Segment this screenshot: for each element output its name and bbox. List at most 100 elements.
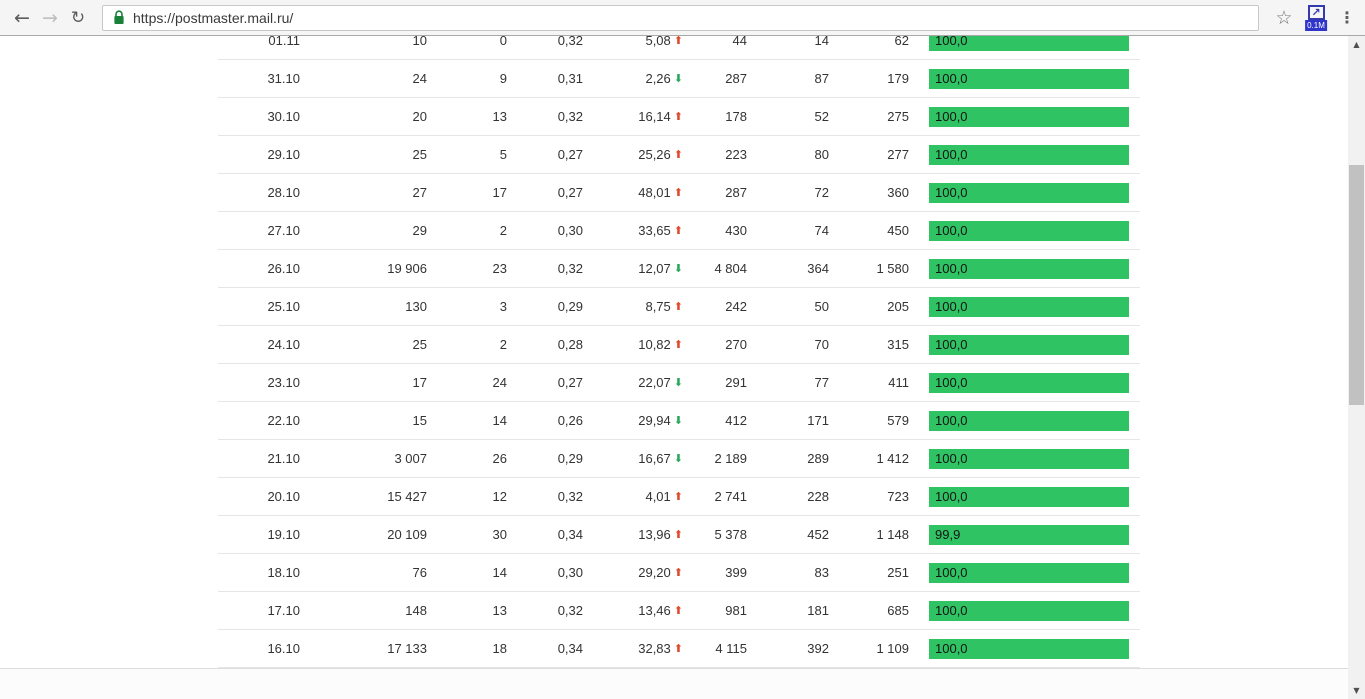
vertical-scrollbar[interactable]: ▲ ▼ — [1348, 36, 1365, 699]
browser-toolbar: ← → ↻ https://postmaster.mail.ru/ ☆ ↗ 0.… — [0, 0, 1365, 36]
value-cell-4: 270 — [725, 337, 747, 352]
value-cell-1: 15 427 — [387, 489, 427, 504]
value-cell-6: 1 109 — [876, 641, 909, 656]
back-icon[interactable]: ← — [14, 6, 30, 29]
trend-icon: ⬆ — [673, 186, 683, 199]
value-cell-4: 287 — [725, 71, 747, 86]
stats-table: 01.11 10 0 0,32 5,08 ⬆ 44 14 62 100,0 31… — [218, 36, 1140, 668]
delivery-bar-cell: 100,0 — [909, 220, 1140, 241]
value-cell-4: 2 741 — [714, 489, 747, 504]
value-cell-1: 20 — [412, 109, 427, 124]
delivery-bar-label: 100,0 — [935, 70, 968, 86]
delivery-bar-label: 100,0 — [935, 374, 968, 390]
delivery-bar-cell: 100,0 — [909, 144, 1140, 165]
table-row: 19.10 20 109 30 0,34 13,96 ⬆ 5 378 452 1… — [218, 516, 1140, 554]
value-cell-6: 179 — [887, 71, 909, 86]
table-row: 26.10 19 906 23 0,32 12,07 ⬇ 4 804 364 1… — [218, 250, 1140, 288]
value-cell-5: 392 — [807, 641, 829, 656]
value-cell-2: 0 — [499, 36, 507, 48]
trend-icon: ⬆ — [673, 338, 683, 351]
similarweb-extension-icon[interactable]: ↗ 0.1M — [1301, 3, 1331, 33]
value-cell-1: 24 — [412, 71, 427, 86]
value-cell-1: 130 — [405, 299, 427, 314]
value-cell-3: 0,28 — [557, 337, 583, 352]
rate-cell: 16,14 ⬆ — [583, 109, 683, 124]
rate-cell: 8,75 ⬆ — [583, 299, 683, 314]
value-cell-2: 5 — [499, 147, 507, 162]
delivery-bar-cell: 100,0 — [909, 638, 1140, 659]
value-cell-4: 291 — [725, 375, 747, 390]
bookmark-star-icon[interactable]: ☆ — [1275, 6, 1293, 29]
delivery-bar: 100,0 — [929, 220, 1129, 241]
rate-value: 29,20 — [638, 565, 671, 580]
value-cell-4: 242 — [725, 299, 747, 314]
rate-cell: 33,65 ⬆ — [583, 223, 683, 238]
trend-icon: ⬆ — [673, 490, 683, 503]
rate-value: 12,07 — [638, 261, 671, 276]
date-cell: 29.10 — [267, 147, 300, 162]
value-cell-4: 2 189 — [714, 451, 747, 466]
value-cell-4: 981 — [725, 603, 747, 618]
value-cell-1: 17 — [412, 375, 427, 390]
address-bar[interactable]: https://postmaster.mail.ru/ — [102, 4, 1259, 31]
value-cell-4: 178 — [725, 109, 747, 124]
delivery-bar: 100,0 — [929, 68, 1129, 89]
value-cell-1: 25 — [412, 337, 427, 352]
value-cell-5: 77 — [814, 375, 829, 390]
rate-cell: 22,07 ⬇ — [583, 375, 683, 390]
rate-value: 16,14 — [638, 109, 671, 124]
table-row: 30.10 20 13 0,32 16,14 ⬆ 178 52 275 100,… — [218, 98, 1140, 136]
trend-icon: ⬇ — [673, 414, 683, 427]
value-cell-5: 181 — [807, 603, 829, 618]
value-cell-6: 315 — [887, 337, 909, 352]
value-cell-5: 50 — [814, 299, 829, 314]
delivery-bar-cell: 99,9 — [909, 524, 1140, 545]
rate-cell: 12,07 ⬇ — [583, 261, 683, 276]
table-row: 21.10 3 007 26 0,29 16,67 ⬇ 2 189 289 1 … — [218, 440, 1140, 478]
delivery-bar-label: 100,0 — [935, 222, 968, 238]
date-cell: 27.10 — [267, 223, 300, 238]
value-cell-3: 0,34 — [557, 527, 583, 542]
value-cell-5: 83 — [814, 565, 829, 580]
scroll-up-icon[interactable]: ▲ — [1353, 40, 1360, 49]
delivery-bar-label: 100,0 — [935, 336, 968, 352]
rate-cell: 13,96 ⬆ — [583, 527, 683, 542]
date-cell: 20.10 — [267, 489, 300, 504]
forward-icon[interactable]: → — [42, 6, 58, 29]
rate-value: 13,96 — [638, 527, 671, 542]
value-cell-1: 3 007 — [394, 451, 427, 466]
refresh-icon[interactable]: ↻ — [70, 7, 86, 28]
date-cell: 30.10 — [267, 109, 300, 124]
delivery-bar-cell: 100,0 — [909, 106, 1140, 127]
value-cell-5: 70 — [814, 337, 829, 352]
value-cell-1: 25 — [412, 147, 427, 162]
delivery-bar: 100,0 — [929, 36, 1129, 51]
value-cell-2: 2 — [499, 337, 507, 352]
delivery-bar-cell: 100,0 — [909, 334, 1140, 355]
scrollbar-thumb[interactable] — [1349, 165, 1364, 405]
value-cell-5: 72 — [814, 185, 829, 200]
delivery-bar-cell: 100,0 — [909, 296, 1140, 317]
site-footer — [0, 668, 1348, 699]
value-cell-6: 360 — [887, 185, 909, 200]
table-row: 22.10 15 14 0,26 29,94 ⬇ 412 171 579 100… — [218, 402, 1140, 440]
scroll-down-icon[interactable]: ▼ — [1353, 686, 1360, 695]
value-cell-5: 87 — [814, 71, 829, 86]
value-cell-1: 148 — [405, 603, 427, 618]
trend-icon: ⬆ — [673, 528, 683, 541]
delivery-bar-cell: 100,0 — [909, 448, 1140, 469]
browser-menu-icon[interactable]: ⋮ — [1339, 8, 1355, 27]
rate-cell: 29,94 ⬇ — [583, 413, 683, 428]
delivery-bar-label: 100,0 — [935, 564, 968, 580]
extension-badge: 0.1M — [1305, 19, 1327, 31]
value-cell-5: 52 — [814, 109, 829, 124]
rate-cell: 5,08 ⬆ — [583, 36, 683, 48]
delivery-bar-label: 100,0 — [935, 36, 968, 48]
value-cell-6: 1 148 — [876, 527, 909, 542]
rate-value: 33,65 — [638, 223, 671, 238]
delivery-bar-label: 100,0 — [935, 602, 968, 618]
trend-icon: ⬆ — [673, 566, 683, 579]
delivery-bar-label: 100,0 — [935, 412, 968, 428]
delivery-bar-cell: 100,0 — [909, 600, 1140, 621]
rate-value: 10,82 — [638, 337, 671, 352]
